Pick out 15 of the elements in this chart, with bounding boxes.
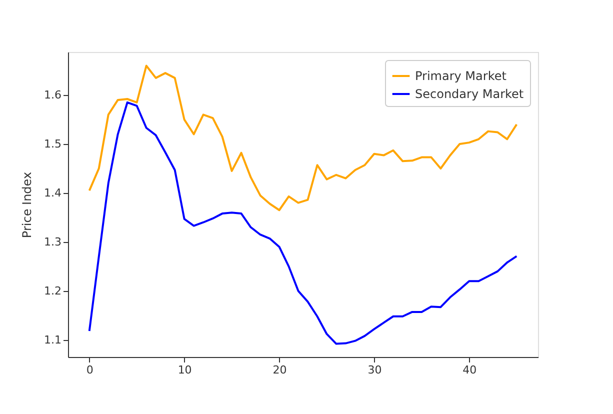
legend-label: Secondary Market xyxy=(415,87,524,101)
y-tick-label: 1.3 xyxy=(44,235,62,248)
y-tick-label: 1.6 xyxy=(44,88,62,102)
x-tick-label: 30 xyxy=(368,364,382,376)
y-tick-label: 1.1 xyxy=(44,333,62,346)
y-tick-label: 1.4 xyxy=(44,186,62,200)
x-tick-label: 40 xyxy=(462,364,477,376)
line-series xyxy=(88,101,518,345)
legend-label: Primary Market xyxy=(415,69,507,83)
x-tick-label: 10 xyxy=(178,364,192,376)
y-tick-label: 1.5 xyxy=(44,138,62,151)
x-tick-label: 0 xyxy=(86,364,94,376)
y-tick-label: 1.2 xyxy=(44,284,62,298)
x-tick-label: 20 xyxy=(272,364,287,376)
y-axis-title: Price Index xyxy=(20,172,34,238)
